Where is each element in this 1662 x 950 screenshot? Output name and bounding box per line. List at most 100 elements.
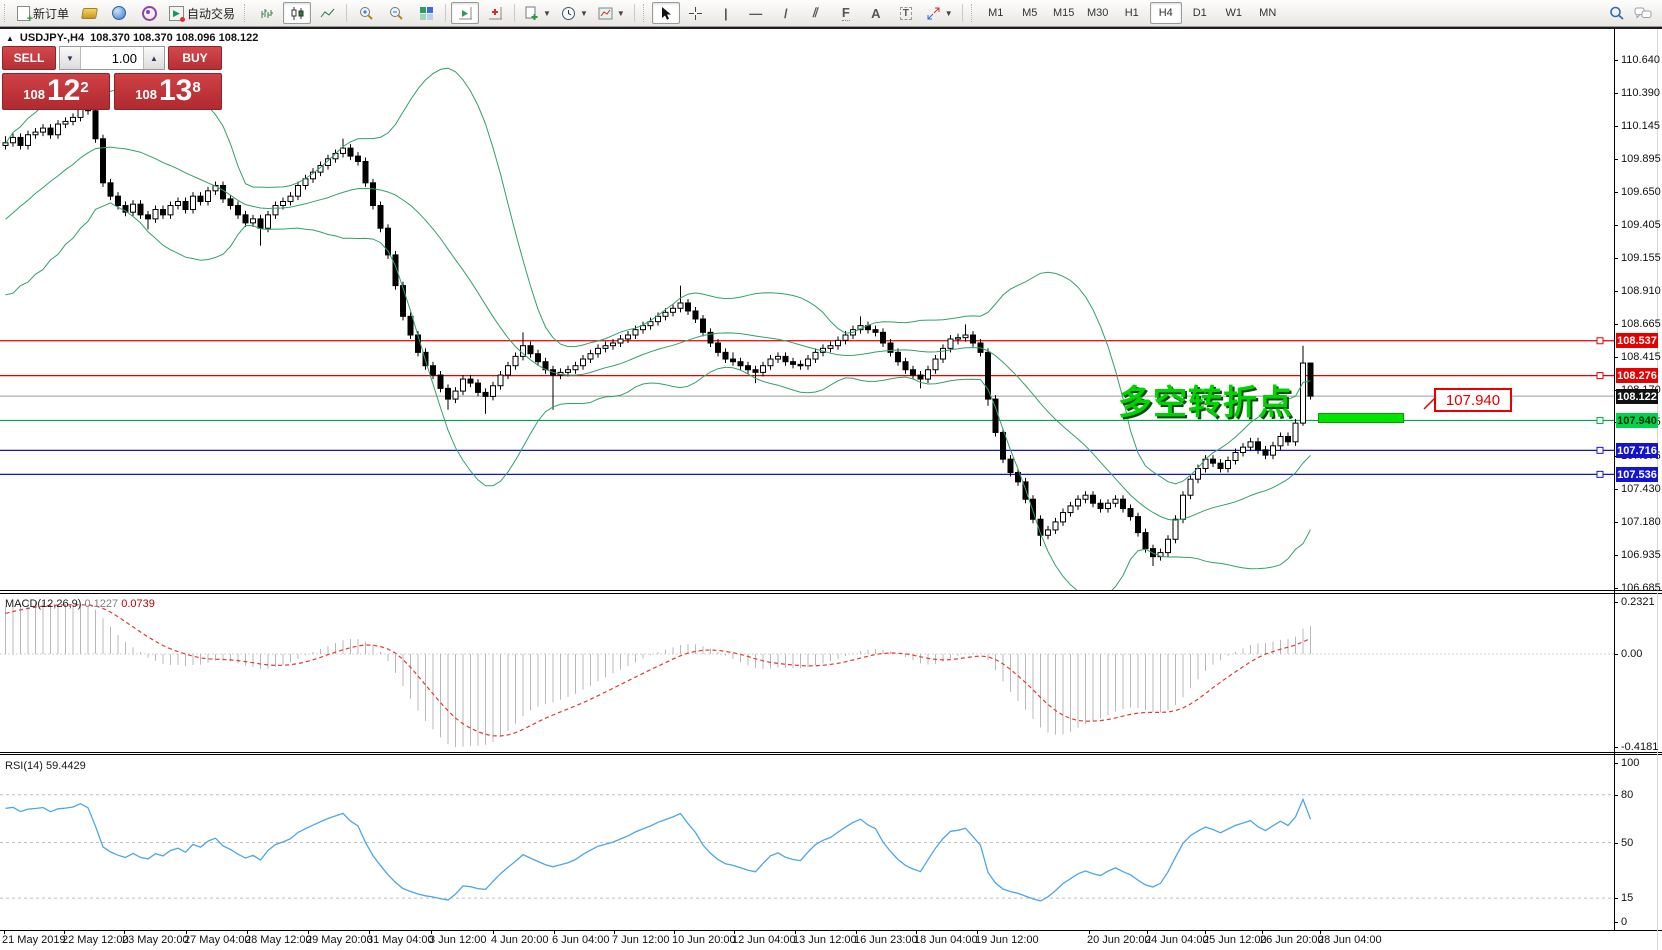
signals-icon [141, 5, 157, 21]
highlight-rectangle[interactable] [1318, 413, 1404, 423]
crosshair-tool-button[interactable] [682, 2, 710, 24]
periods-button[interactable]: ▼ [557, 2, 592, 24]
time-tick-label: 20 Jun 20:00 [1087, 934, 1151, 946]
time-tick [795, 930, 796, 934]
bar-chart-icon [261, 8, 273, 18]
cursor-tool-button[interactable] [651, 2, 680, 24]
timeframe-w1[interactable]: W1 [1225, 7, 1242, 19]
panel-separator[interactable] [0, 754, 1662, 755]
arrows-icon [927, 7, 940, 19]
buy-price-box[interactable]: 108 13 8 [114, 73, 222, 110]
collapse-icon[interactable]: ▲ [6, 33, 14, 43]
price-tick-label: 110.145 [1621, 120, 1660, 132]
trendline-icon: / [783, 5, 788, 21]
candlestick-chart-button[interactable] [283, 2, 312, 24]
timeframe-m1[interactable]: M1 [988, 7, 1004, 19]
new-order-button[interactable]: 新订单 [13, 2, 73, 25]
time-tick-label: 25 Jun 12:00 [1203, 934, 1267, 946]
time-tick [247, 930, 248, 934]
panel-separator[interactable] [0, 752, 1662, 753]
equidistant-channel-icon: ⫽ [812, 5, 819, 20]
autotrading-button[interactable]: ▶ 自动交易 [165, 2, 239, 24]
chevron-down-icon: ▼ [944, 8, 953, 18]
macd-tick-label: 0.2321 [1621, 596, 1655, 608]
macd-panel[interactable] [0, 594, 1614, 752]
sell-button[interactable]: SELL [2, 46, 56, 70]
auto-scroll-button[interactable] [451, 2, 480, 24]
time-tick-label: 29 May 20:00 [306, 934, 373, 946]
fibonacci-tool-button[interactable]: F [832, 2, 860, 24]
price-tag: 108.537 [1616, 333, 1658, 348]
chart-shift-button[interactable] [481, 2, 509, 24]
bar-chart-button[interactable] [253, 2, 281, 24]
auto-scroll-icon [458, 6, 472, 19]
channel-tool-button[interactable]: ⫽ [802, 2, 830, 24]
rsi-tick [1614, 763, 1618, 764]
price-tick [1614, 357, 1618, 358]
horizontal-line-tool-button[interactable]: — [742, 2, 770, 24]
timeframe-m5[interactable]: M5 [1022, 7, 1038, 19]
search-icon[interactable] [1609, 6, 1624, 21]
buy-button[interactable]: BUY [168, 46, 222, 70]
fibonacci-icon: F [841, 5, 850, 21]
price-tick-label: 109.155 [1621, 252, 1661, 264]
text-label-icon: T [899, 6, 912, 20]
trendline-tool-button[interactable]: / [772, 2, 800, 24]
chevron-down-icon: ▼ [543, 8, 551, 18]
price-tag: 108.276 [1616, 368, 1658, 383]
line-chart-button[interactable] [313, 2, 341, 24]
time-tick [1205, 930, 1206, 934]
one-click-trading-panel: SELL ▼ 1.00 ▲ BUY 108 12 2 108 13 8 [2, 46, 222, 110]
price-tick-label: 106.685 [1621, 582, 1661, 594]
timeframe-h4[interactable]: H4 [1149, 2, 1182, 24]
timeframe-m30[interactable]: M30 [1087, 7, 1109, 19]
sell-price-box[interactable]: 108 12 2 [2, 73, 110, 110]
zoom-in-button[interactable] [352, 2, 380, 24]
volume-input[interactable]: 1.00 [111, 50, 137, 66]
volume-decrease-button[interactable]: ▼ [60, 47, 81, 69]
timeframe-m15[interactable]: M15 [1053, 7, 1075, 19]
tile-windows-button[interactable] [412, 2, 440, 24]
chart-annotation-text[interactable]: 多空转折点 [1118, 383, 1293, 423]
time-tick [1320, 930, 1321, 934]
chat-icon[interactable] [1634, 6, 1652, 21]
panel-separator[interactable] [0, 593, 1662, 594]
volume-increase-button[interactable]: ▲ [143, 47, 164, 69]
toolbar-separator [514, 4, 516, 22]
time-axis[interactable]: 21 May 2019 22 May 12:00 23 May 20:00 27 Ma… [0, 930, 1662, 950]
price-tick-label: 107.430 [1621, 483, 1661, 495]
indicators-button[interactable]: ▼ [594, 2, 629, 24]
time-tick [734, 930, 735, 934]
timeframe-mn[interactable]: MN [1259, 7, 1277, 19]
horizontal-line-icon: — [749, 5, 763, 21]
new-chart-button[interactable]: ▼ [520, 2, 555, 24]
time-tick [916, 930, 917, 934]
price-tick [1614, 522, 1618, 523]
time-tick-label: 18 Jun 04:00 [914, 934, 978, 946]
price-tag: 107.536 [1616, 467, 1658, 482]
text-tool-button[interactable]: A [862, 2, 890, 24]
main-price-chart[interactable] [0, 29, 1614, 590]
arrows-tool-button[interactable]: ▼ [922, 2, 957, 24]
price-tick [1614, 555, 1618, 556]
time-tick [64, 930, 65, 934]
community-button[interactable] [105, 2, 133, 24]
buy-price-prefix: 108 [135, 87, 157, 103]
timeframe-d1[interactable]: D1 [1192, 7, 1207, 19]
price-callout[interactable]: 107.940 [1423, 388, 1512, 412]
time-tick [1262, 930, 1263, 934]
signals-button[interactable] [135, 2, 163, 24]
price-tick [1614, 258, 1618, 259]
profiles-button[interactable] [75, 2, 103, 24]
vertical-line-tool-button[interactable]: | [712, 2, 740, 24]
zoom-out-button[interactable] [382, 2, 410, 24]
timeframe-h1[interactable]: H1 [1124, 7, 1139, 19]
time-tick-label: 7 Jun 12:00 [612, 934, 670, 946]
rsi-tick-label: 50 [1621, 837, 1634, 849]
text-label-tool-button[interactable]: T [892, 2, 920, 24]
toolbar-grip [970, 4, 976, 22]
rsi-panel[interactable] [0, 755, 1614, 930]
price-tick-label: 108.665 [1621, 318, 1661, 330]
panel-separator[interactable] [0, 590, 1662, 591]
sell-price-prefix: 108 [23, 87, 45, 103]
